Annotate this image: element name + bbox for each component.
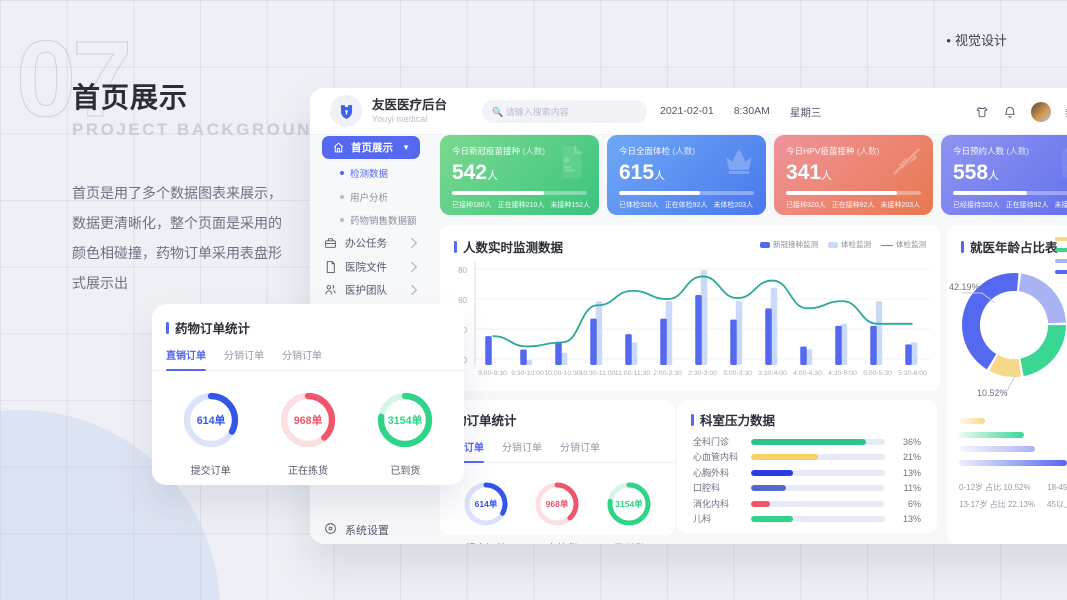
svg-text:42.19%: 42.19% [949,282,980,292]
svg-text:968单: 968单 [546,499,569,509]
svg-text:3:00-3:30: 3:00-3:30 [723,370,752,377]
svg-text:4:00-4:30: 4:00-4:30 [793,370,822,377]
svg-text:80: 80 [458,266,467,275]
svg-text:11:00-11:30: 11:00-11:30 [615,370,650,377]
svg-text:9:00-9:30: 9:00-9:30 [478,370,507,377]
svg-text:5:30-6:00: 5:30-6:00 [898,370,927,377]
svg-text:9:30-10:00: 9:30-10:00 [511,370,544,377]
svg-text:3154单: 3154单 [615,499,643,509]
svg-text:10.52%: 10.52% [977,388,1008,398]
svg-text:5:00-5:30: 5:00-5:30 [863,370,892,377]
svg-text:2:30-3:00: 2:30-3:00 [688,370,717,377]
svg-text:3:30-4:00: 3:30-4:00 [758,370,787,377]
svg-text:614单: 614单 [474,499,497,509]
svg-text:10:00-10:30: 10:00-10:30 [544,370,581,377]
svg-text:3154单: 3154单 [388,414,423,427]
svg-text:968单: 968单 [294,414,323,427]
svg-text:4:30-5:00: 4:30-5:00 [828,370,857,377]
svg-text:10:30-11:00: 10:30-11:00 [580,370,616,377]
svg-text:614单: 614单 [196,414,225,427]
svg-text:2:00-2:30: 2:00-2:30 [653,370,682,377]
